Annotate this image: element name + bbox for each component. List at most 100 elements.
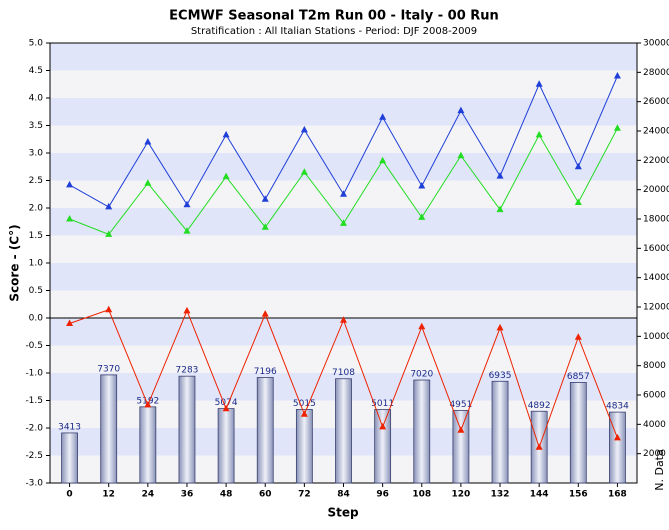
x-tick-label: 108 bbox=[412, 490, 431, 500]
y-tick-label: 2.5 bbox=[29, 176, 43, 186]
bar-value-label: 5074 bbox=[215, 398, 238, 408]
y-tick-label: 2.0 bbox=[29, 204, 44, 214]
line-marker bbox=[613, 124, 621, 131]
grid-band bbox=[50, 43, 637, 71]
line-marker bbox=[300, 168, 308, 175]
y-tick-label: 4.0 bbox=[29, 94, 44, 104]
line-marker bbox=[457, 426, 465, 433]
line-marker bbox=[340, 316, 347, 323]
y2-tick-label: 6000 bbox=[643, 391, 666, 401]
line-marker bbox=[66, 319, 74, 326]
y2-tick-label: 8000 bbox=[643, 361, 666, 371]
x-tick-label: 120 bbox=[452, 490, 471, 500]
chart-subtitle: Stratification : All Italian Stations - … bbox=[191, 26, 477, 37]
x-tick-label: 72 bbox=[298, 490, 311, 500]
y-tick-label: -2.0 bbox=[25, 424, 43, 434]
bar bbox=[256, 377, 274, 484]
bar bbox=[374, 409, 392, 484]
bar bbox=[609, 411, 626, 484]
grid-band bbox=[50, 70, 637, 98]
line-marker bbox=[105, 202, 113, 210]
bar-value-label: 7020 bbox=[410, 370, 433, 380]
line-marker bbox=[535, 130, 543, 138]
bar bbox=[178, 375, 196, 484]
y-tick-label: -1.5 bbox=[25, 396, 43, 406]
line-marker bbox=[340, 219, 347, 226]
line-marker bbox=[535, 80, 543, 87]
x-tick-label: 168 bbox=[608, 490, 627, 500]
bar-value-label: 3413 bbox=[58, 422, 81, 432]
grid-band bbox=[50, 263, 637, 291]
line-marker bbox=[222, 172, 230, 180]
x-tick-label: 0 bbox=[66, 490, 72, 500]
line-marker bbox=[183, 306, 191, 314]
grid-band bbox=[50, 98, 637, 126]
line-marker bbox=[418, 322, 426, 330]
y2-tick-label: 10000 bbox=[643, 332, 669, 342]
y-tick-label: 0.0 bbox=[29, 314, 44, 324]
bar bbox=[569, 382, 587, 484]
line-marker bbox=[379, 156, 387, 164]
line-marker bbox=[144, 138, 152, 145]
y2-axis-label: N. Data bbox=[653, 449, 666, 491]
x-tick-label: 84 bbox=[337, 490, 350, 500]
grid-band bbox=[50, 290, 637, 318]
chart-title: ECMWF Seasonal T2m Run 00 - Italy - 00 R… bbox=[169, 9, 499, 24]
grid-band bbox=[50, 153, 637, 181]
line-marker bbox=[144, 400, 152, 408]
line-marker bbox=[457, 151, 465, 159]
bar bbox=[452, 409, 470, 484]
x-tick-label: 12 bbox=[102, 490, 115, 500]
x-tick-label: 132 bbox=[491, 490, 510, 500]
bar bbox=[413, 379, 431, 484]
y2-tick-label: 2000 bbox=[643, 449, 666, 459]
bar bbox=[61, 432, 78, 484]
line-marker bbox=[496, 205, 504, 213]
y2-tick-label: 18000 bbox=[643, 215, 669, 225]
line-marker bbox=[340, 190, 347, 197]
y2-tick-label: 26000 bbox=[643, 97, 669, 107]
bar-value-label: 5011 bbox=[371, 399, 394, 409]
bar bbox=[217, 408, 235, 484]
y2-tick-label: 20000 bbox=[643, 185, 669, 195]
y2-tick-label: 12000 bbox=[643, 303, 669, 313]
line-marker bbox=[574, 333, 582, 340]
line-marker bbox=[574, 162, 582, 170]
x-tick-label: 96 bbox=[376, 490, 389, 500]
line-marker bbox=[418, 213, 426, 220]
line-marker bbox=[144, 179, 152, 186]
y-tick-label: 5.0 bbox=[29, 39, 44, 49]
line-marker bbox=[66, 215, 74, 222]
line-marker bbox=[300, 125, 308, 133]
y-tick-label: -0.5 bbox=[25, 341, 43, 351]
bar bbox=[100, 374, 118, 484]
y-tick-label: -1.0 bbox=[25, 369, 43, 379]
line-marker bbox=[261, 310, 269, 317]
bar-value-label: 7370 bbox=[97, 364, 120, 374]
y-tick-label: 3.0 bbox=[29, 149, 44, 159]
y2-tick-label: 24000 bbox=[643, 127, 669, 137]
y-tick-label: -3.0 bbox=[25, 479, 43, 489]
y-tick-label: -2.5 bbox=[25, 451, 43, 461]
line-marker bbox=[183, 200, 191, 208]
y2-tick-label: 30000 bbox=[643, 39, 669, 49]
bar-value-label: 7283 bbox=[176, 366, 199, 376]
line-marker bbox=[613, 433, 621, 441]
y-tick-label: 4.5 bbox=[29, 66, 43, 76]
line-marker bbox=[613, 72, 621, 79]
bar bbox=[139, 406, 157, 484]
x-tick-label: 24 bbox=[142, 490, 155, 500]
x-axis-label: Step bbox=[327, 506, 359, 520]
bar-value-label: 7108 bbox=[332, 368, 355, 378]
line-marker bbox=[496, 323, 504, 331]
bar-value-label: 5015 bbox=[293, 399, 316, 409]
line-marker bbox=[105, 305, 113, 313]
line-marker bbox=[300, 410, 308, 417]
line-marker bbox=[496, 172, 504, 179]
x-tick-label: 48 bbox=[220, 490, 233, 500]
y-tick-label: 1.5 bbox=[29, 231, 43, 241]
x-tick-label: 144 bbox=[530, 490, 549, 500]
line-marker bbox=[105, 230, 113, 237]
y-tick-label: 1.0 bbox=[29, 259, 44, 269]
bar-value-label: 7196 bbox=[254, 367, 277, 377]
